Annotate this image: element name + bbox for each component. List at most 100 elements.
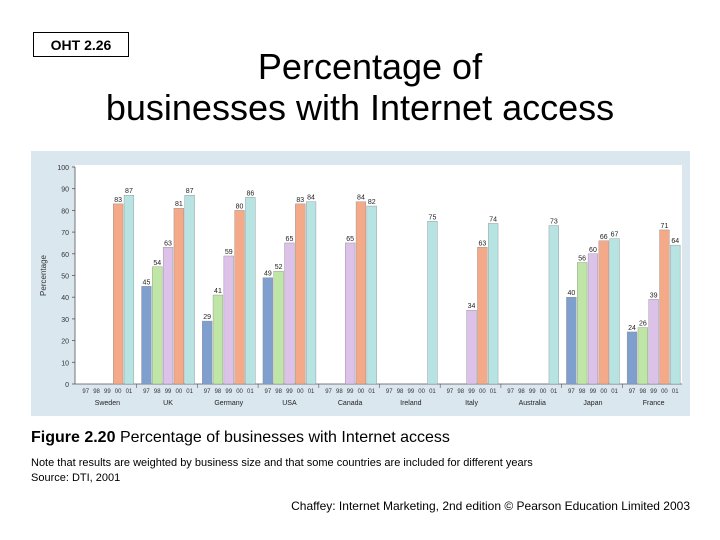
x-year-label: 99 (650, 389, 657, 395)
x-category-label: Australia (519, 400, 546, 407)
x-year-label: 98 (215, 389, 222, 395)
bar-value-label: 49 (264, 271, 272, 278)
bar (488, 223, 499, 385)
y-tick-label: 90 (61, 187, 69, 194)
bar (366, 205, 377, 385)
y-axis-label: Percentage (39, 254, 48, 295)
bar (548, 225, 559, 385)
bar-value-label: 40 (567, 290, 575, 297)
bar-value-label: 54 (153, 260, 161, 267)
bar-value-label: 80 (236, 203, 244, 210)
x-year-label: 98 (336, 389, 343, 395)
bar (670, 244, 681, 385)
bar-value-label: 82 (368, 199, 376, 206)
x-year-label: 00 (661, 389, 668, 395)
bar (123, 195, 135, 385)
bar-value-label: 29 (203, 314, 211, 321)
bar (427, 221, 438, 385)
bar-value-label: 84 (307, 195, 315, 202)
x-year-label: 99 (408, 389, 415, 395)
x-category-label: UK (163, 400, 173, 407)
bar (113, 203, 124, 385)
y-tick-label: 0 (65, 382, 69, 389)
y-tick-label: 40 (61, 295, 69, 302)
title-line-2: businesses with Internet access (105, 87, 615, 128)
x-year-label: 97 (568, 389, 575, 395)
x-year-label: 97 (204, 389, 211, 395)
bar-value-label: 83 (114, 197, 122, 204)
bar (637, 327, 648, 385)
bar-value-label: 39 (650, 292, 658, 299)
x-year-label: 97 (629, 389, 636, 395)
bar-value-label: 83 (296, 197, 304, 204)
bar-value-label: 63 (164, 240, 172, 247)
x-year-label: 00 (236, 389, 243, 395)
x-year-label: 97 (325, 389, 332, 395)
x-year-label: 98 (518, 389, 525, 395)
x-year-label: 01 (611, 389, 618, 395)
bar-value-label: 65 (286, 236, 294, 243)
y-tick-label: 20 (61, 339, 69, 346)
y-tick-label: 70 (61, 230, 69, 237)
bar-value-label: 86 (246, 190, 254, 197)
x-year-label: 99 (590, 389, 597, 395)
bar (477, 247, 488, 385)
x-year-label: 01 (247, 389, 254, 395)
bar (173, 208, 184, 385)
bar-value-label: 66 (600, 234, 608, 241)
x-year-label: 99 (165, 389, 172, 395)
x-category-label: USA (282, 400, 297, 407)
bar (234, 210, 245, 385)
bar (273, 270, 284, 385)
caption-text: Percentage of businesses with Internet a… (119, 429, 450, 446)
bar-value-label: 65 (346, 236, 354, 243)
bar-value-label: 63 (478, 240, 486, 247)
bar-value-label: 74 (489, 216, 497, 223)
x-year-label: 98 (154, 389, 161, 395)
source-text: Source: DTI, 2001 (31, 472, 121, 484)
bar-value-label: 56 (578, 255, 586, 262)
x-year-label: 97 (82, 389, 89, 395)
x-year-label: 00 (297, 389, 304, 395)
bar (245, 197, 256, 385)
bar (305, 201, 317, 385)
x-year-label: 01 (308, 389, 315, 395)
bar (184, 195, 195, 385)
title-line-1: Percentage of (257, 46, 483, 87)
x-year-label: 98 (93, 389, 100, 395)
bar-value-label: 60 (589, 247, 597, 254)
caption-label: Figure 2.20 (31, 429, 116, 446)
bar (598, 240, 609, 385)
bar-value-label: 71 (661, 223, 669, 230)
bar-value-label: 24 (628, 325, 636, 332)
x-year-label: 99 (347, 389, 354, 395)
bar (626, 331, 638, 385)
y-tick-label: 100 (57, 165, 69, 172)
bar (212, 294, 224, 385)
x-year-label: 01 (126, 389, 133, 395)
x-year-label: 98 (397, 389, 404, 395)
bar-value-label: 81 (175, 201, 183, 208)
x-year-label: 99 (468, 389, 475, 395)
x-category-label: Ireland (400, 400, 422, 407)
bar-value-label: 87 (186, 188, 194, 195)
x-year-label: 01 (429, 389, 436, 395)
bar-value-label: 34 (468, 303, 476, 310)
bar-value-label: 73 (550, 219, 558, 226)
bar (162, 247, 174, 385)
x-year-label: 97 (143, 389, 150, 395)
x-year-label: 01 (490, 389, 497, 395)
bar (466, 310, 477, 385)
x-year-label: 98 (640, 389, 647, 395)
bar (295, 203, 306, 385)
note-text: Note that results are weighted by busine… (31, 457, 533, 469)
oht-badge: OHT 2.26 (33, 32, 129, 57)
x-year-label: 00 (600, 389, 607, 395)
x-year-label: 01 (368, 389, 375, 395)
x-year-label: 97 (265, 389, 272, 395)
y-tick-label: 60 (61, 252, 69, 259)
x-year-label: 00 (540, 389, 547, 395)
x-year-label: 97 (386, 389, 393, 395)
bar-value-label: 45 (143, 279, 151, 286)
